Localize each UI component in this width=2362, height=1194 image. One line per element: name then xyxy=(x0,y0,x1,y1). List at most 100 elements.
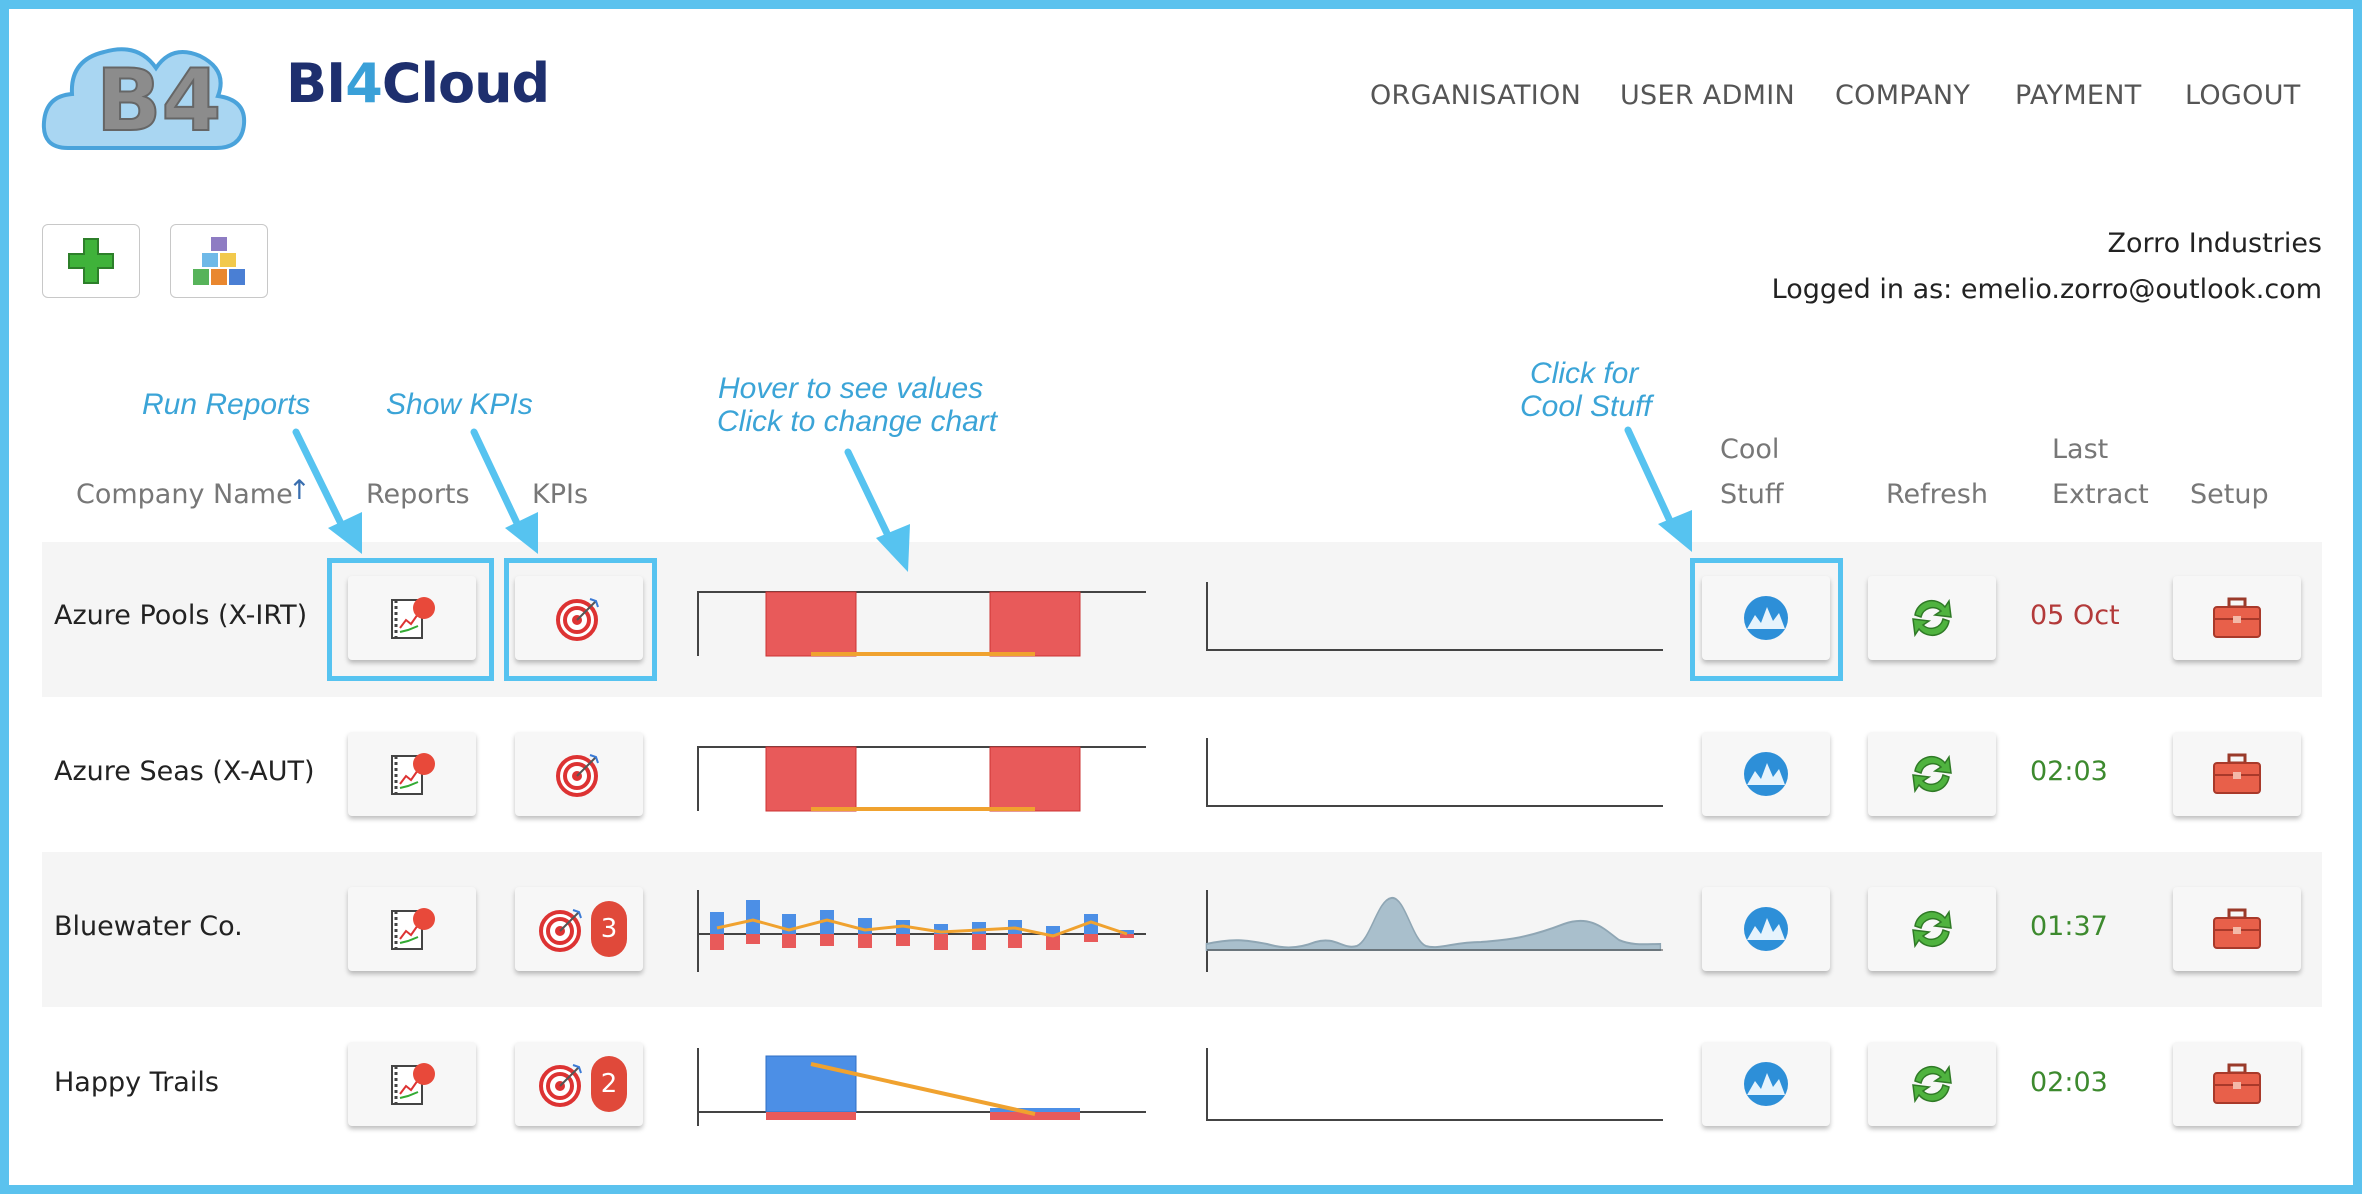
chart-bar xyxy=(1046,934,1060,950)
column-kpis: KPIs xyxy=(532,479,589,510)
nav-payment[interactable]: PAYMENT xyxy=(2015,80,2142,111)
add-company-button[interactable] xyxy=(42,224,140,298)
cool-stuff-button[interactable] xyxy=(1702,732,1830,816)
nav-company[interactable]: COMPANY xyxy=(1835,80,1971,111)
kpi-count-badge: 2 xyxy=(591,1056,627,1112)
chart-bar xyxy=(820,910,834,934)
show-kpis-button[interactable]: 2 xyxy=(515,1042,643,1126)
annotation-cool-stuff: Cool Stuff xyxy=(1520,390,1652,423)
nav-organisation[interactable]: ORGANISATION xyxy=(1370,80,1582,111)
sparkline-bar-chart[interactable] xyxy=(696,741,1148,813)
column-last-label-1: Last xyxy=(2052,434,2109,465)
chart-bar xyxy=(782,934,796,948)
refresh-icon xyxy=(1912,754,1952,794)
last-extract-value: 05 Oct xyxy=(2030,600,2120,631)
sparkline-area-chart[interactable] xyxy=(1205,890,1665,972)
chart-bar xyxy=(820,934,834,946)
run-reports-button[interactable] xyxy=(348,887,476,971)
chart-bar xyxy=(858,934,872,948)
company-name[interactable]: Azure Seas (X-AUT) xyxy=(54,756,315,787)
target-icon xyxy=(556,598,599,641)
chart-bar xyxy=(896,934,910,946)
chart-bar xyxy=(766,1112,856,1120)
column-setup: Setup xyxy=(2190,479,2269,510)
arrow-show-kpis xyxy=(470,428,528,542)
company-name[interactable]: Azure Pools (X-IRT) xyxy=(54,600,308,631)
setup-button[interactable] xyxy=(2173,1042,2301,1126)
chart-bar xyxy=(1120,930,1134,934)
sort-ascending-icon[interactable]: ↑ xyxy=(288,475,311,506)
chart-bar xyxy=(765,591,857,657)
logo-cloud-icon: B4 xyxy=(41,47,247,152)
annotation-hover-values: Hover to see values xyxy=(718,372,984,405)
last-extract-value: 01:37 xyxy=(2030,911,2108,942)
highlight-kpis xyxy=(504,558,657,681)
arrow-cool-stuff xyxy=(1624,426,1680,538)
show-kpis-button[interactable]: 3 xyxy=(515,887,643,971)
column-cool-label-1: Cool xyxy=(1720,434,1780,465)
setup-button[interactable] xyxy=(2173,732,2301,816)
sparkline-area-chart[interactable] xyxy=(1205,736,1665,808)
chart-axis xyxy=(1206,1048,1663,1121)
target-icon xyxy=(539,1064,582,1107)
report-book-icon xyxy=(391,1063,435,1105)
cool-stuff-icon xyxy=(1744,752,1788,796)
chart-trend-line xyxy=(810,1062,1036,1116)
company-name[interactable]: Bluewater Co. xyxy=(54,911,243,942)
sparkline-bar-chart[interactable] xyxy=(696,586,1148,658)
chart-bar xyxy=(990,1108,1080,1112)
chart-bars xyxy=(710,900,1134,950)
refresh-button[interactable] xyxy=(1868,732,1996,816)
chart-trend-line xyxy=(716,918,1128,938)
chart-bar xyxy=(1120,934,1134,938)
chart-area xyxy=(1205,896,1662,951)
nav-user-admin[interactable]: USER ADMIN xyxy=(1620,80,1796,111)
refresh-button[interactable] xyxy=(1868,1042,1996,1126)
show-kpis-button[interactable] xyxy=(515,576,643,660)
chart-bar xyxy=(1084,914,1098,934)
setup-button[interactable] xyxy=(2173,887,2301,971)
show-kpis-button[interactable] xyxy=(515,732,643,816)
nav-logout[interactable]: LOGOUT xyxy=(2185,80,2301,111)
target-icon xyxy=(556,754,599,797)
annotation-run-reports: Run Reports xyxy=(142,388,311,421)
refresh-icon xyxy=(1912,909,1952,949)
run-reports-button[interactable] xyxy=(348,732,476,816)
sparkline-area-chart[interactable] xyxy=(1205,1046,1665,1122)
column-company-name[interactable]: Company Name xyxy=(76,479,293,510)
blocks-button[interactable] xyxy=(170,224,268,298)
run-reports-button[interactable] xyxy=(348,1042,476,1126)
cool-stuff-button[interactable] xyxy=(1702,1042,1830,1126)
toolbox-icon xyxy=(2213,908,2261,949)
refresh-button[interactable] xyxy=(1868,576,1996,660)
chart-bar xyxy=(746,900,760,934)
chart-bar xyxy=(934,924,948,934)
chart-bar xyxy=(990,1112,1080,1120)
sparkline-bar-chart[interactable] xyxy=(696,890,1148,972)
toolbox-icon xyxy=(2213,597,2261,638)
chart-bar xyxy=(765,746,857,812)
organisation-name: Zorro Industries xyxy=(2107,228,2322,259)
column-cool-label-2: Stuff xyxy=(1720,479,1784,510)
chart-bar xyxy=(934,934,948,950)
company-name[interactable]: Happy Trails xyxy=(54,1067,219,1098)
sparkline-area-chart[interactable] xyxy=(1205,580,1665,652)
last-extract-value: 02:03 xyxy=(2030,756,2108,787)
setup-button[interactable] xyxy=(2173,576,2301,660)
run-reports-button[interactable] xyxy=(348,576,476,660)
report-book-icon xyxy=(391,597,435,639)
chart-bar xyxy=(710,934,724,950)
logo-text: B4 xyxy=(96,51,221,151)
toolbox-icon xyxy=(2213,1063,2261,1104)
refresh-button[interactable] xyxy=(1868,887,1996,971)
refresh-icon xyxy=(1912,598,1952,638)
cool-stuff-button[interactable] xyxy=(1702,576,1830,660)
annotation-show-kpis: Show KPIs xyxy=(386,388,533,421)
chart-axis xyxy=(1206,582,1663,651)
plus-icon xyxy=(68,238,114,284)
column-refresh: Refresh xyxy=(1886,479,1988,510)
last-extract-value: 02:03 xyxy=(2030,1067,2108,1098)
cool-stuff-button[interactable] xyxy=(1702,887,1830,971)
sparkline-bar-chart[interactable] xyxy=(696,1046,1148,1128)
logged-in-as: Logged in as: emelio.zorro@outlook.com xyxy=(1771,274,2322,305)
